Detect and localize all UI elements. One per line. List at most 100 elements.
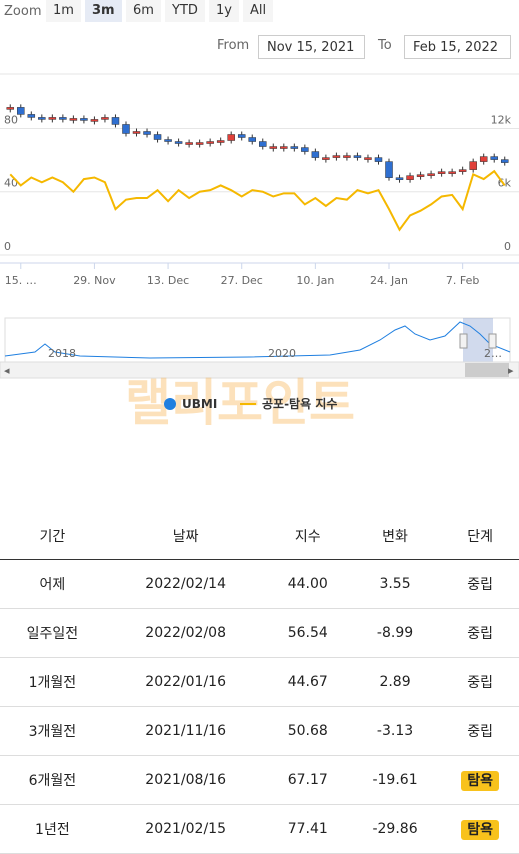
candle <box>500 159 509 163</box>
candle <box>416 174 425 177</box>
zoom-button[interactable]: All <box>243 0 274 22</box>
candle <box>364 157 372 160</box>
candle <box>311 151 320 158</box>
candle <box>206 141 214 144</box>
table-cell: 44.00 <box>266 559 349 609</box>
table-row: 어제 2022/02/14 44.00 3.55 중립 <box>0 559 519 609</box>
candle <box>101 117 109 120</box>
table-cell: 1년전 <box>0 804 105 854</box>
legend-marker <box>164 398 176 410</box>
candle <box>90 119 99 122</box>
table-cell: 2022/02/14 <box>104 559 267 609</box>
table-cell: 77.41 <box>266 804 349 854</box>
x-tick-label: 29. Nov <box>73 274 116 287</box>
candle <box>469 161 477 170</box>
candle <box>69 118 78 121</box>
table-cell: 3.55 <box>348 559 442 609</box>
table-cell: 중립 <box>441 657 519 707</box>
x-tick-label: 24. Jan <box>370 274 408 287</box>
zoom-label: Zoom <box>4 4 42 19</box>
candle <box>269 146 278 149</box>
scroll-right[interactable]: ▸ <box>508 364 514 377</box>
candle <box>353 155 362 158</box>
table-cell: -8.99 <box>348 608 442 658</box>
candle <box>385 161 393 178</box>
candle <box>301 147 309 152</box>
table-cell: 중립 <box>441 706 519 756</box>
candle <box>216 140 225 143</box>
candle <box>6 107 15 110</box>
candle <box>48 117 57 120</box>
y-tick-label: 80 <box>4 113 18 126</box>
column-header: 지수 <box>266 513 349 560</box>
table-cell: 6개월전 <box>0 755 105 805</box>
toolbar: Zoom 1m 3m 6m YTD 1y All <box>0 0 519 24</box>
candle <box>122 124 130 134</box>
candle <box>248 137 256 142</box>
zoom-button[interactable]: 1y <box>209 0 239 22</box>
candle <box>132 131 141 134</box>
candle <box>59 117 67 120</box>
table-row: 1개월전 2022/01/16 44.67 2.89 중립 <box>0 657 519 707</box>
navigator-line <box>4 321 511 359</box>
candle <box>490 156 498 160</box>
scroll-left[interactable]: ◂ <box>4 364 10 377</box>
scrollbar[interactable] <box>0 361 519 379</box>
x-tick-label: 10. Jan <box>296 274 334 287</box>
table-cell: 50.68 <box>266 706 349 756</box>
table-cell: 2.89 <box>348 657 442 707</box>
table-cell: 2021/02/15 <box>104 804 267 854</box>
candle <box>227 134 235 141</box>
navigator-label: 2018 <box>48 347 76 360</box>
nav-handle[interactable] <box>459 333 468 349</box>
nav-handle[interactable] <box>488 333 497 349</box>
candle <box>174 141 183 144</box>
table-cell: 2022/02/08 <box>104 608 267 658</box>
x-tick-label: 13. Dec <box>147 274 189 287</box>
legend-label: 공포-탐욕 지수 <box>262 396 337 411</box>
table-cell: 일주일전 <box>0 608 105 658</box>
column-header: 기간 <box>0 513 105 560</box>
candle <box>374 157 383 162</box>
y2-tick-label: 12k <box>491 113 512 126</box>
table-cell: -29.86 <box>348 804 442 854</box>
table-cell: 탐욕 <box>441 755 519 805</box>
table-cell: -3.13 <box>348 706 442 756</box>
column-header: 변화 <box>348 513 442 560</box>
candle <box>80 118 88 121</box>
column-header: 날짜 <box>104 513 267 560</box>
candle <box>406 175 414 180</box>
table-cell: -19.61 <box>348 755 442 805</box>
zoom-button[interactable]: 1m <box>46 0 81 22</box>
table-cell: 2021/08/16 <box>104 755 267 805</box>
line-series <box>9 169 506 232</box>
column-header: 단계 <box>441 513 519 560</box>
zoom-button[interactable]: 3m <box>85 0 122 22</box>
from-input[interactable]: Nov 15, 2021 <box>258 35 365 59</box>
candle <box>195 142 204 145</box>
stage-badge: 탐욕 <box>461 771 499 791</box>
y-tick-label: 0 <box>4 240 11 253</box>
table-cell: 56.54 <box>266 608 349 658</box>
candle <box>259 141 267 147</box>
table-cell: 2021/11/16 <box>104 706 267 756</box>
table-cell: 67.17 <box>266 755 349 805</box>
candle <box>185 142 193 145</box>
to-input[interactable]: Feb 15, 2022 <box>404 35 511 59</box>
table-cell: 중립 <box>441 559 519 609</box>
candle <box>437 171 446 174</box>
zoom-button[interactable]: 6m <box>126 0 161 22</box>
candle <box>322 157 330 160</box>
navigator <box>4 317 511 363</box>
candle <box>153 134 162 140</box>
table-cell: 1개월전 <box>0 657 105 707</box>
candle <box>143 131 151 135</box>
candle <box>290 146 299 149</box>
scrollbar-thumb[interactable] <box>465 363 509 377</box>
candle <box>27 114 36 118</box>
to-label: To <box>378 38 392 53</box>
zoom-button[interactable]: YTD <box>165 0 205 22</box>
candle <box>458 169 467 172</box>
table-row: 3개월전 2021/11/16 50.68 -3.13 중립 <box>0 706 519 756</box>
